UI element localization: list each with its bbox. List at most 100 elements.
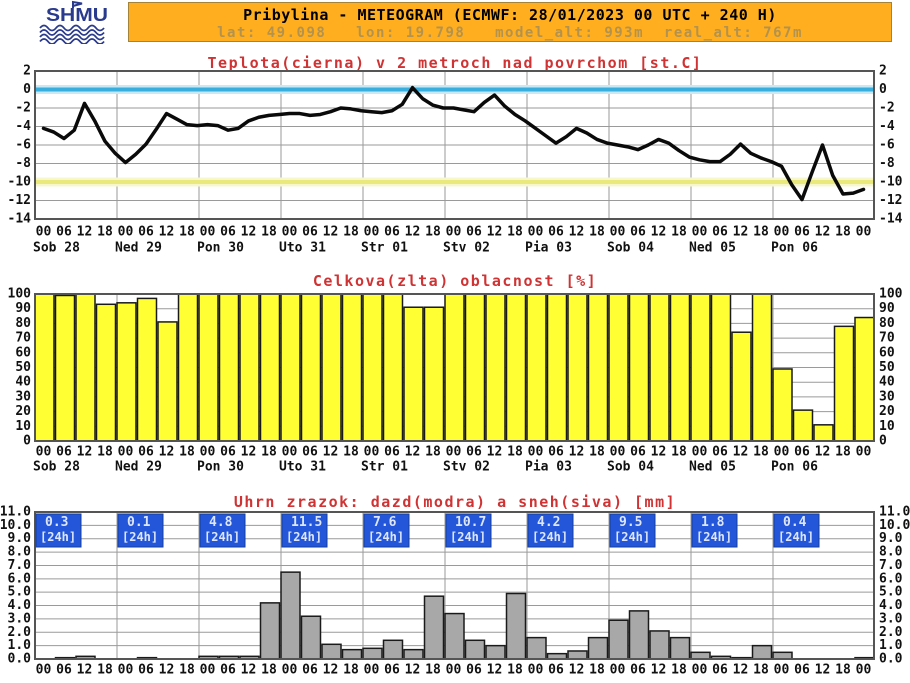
- bar: [628, 293, 650, 442]
- svg-text:18: 18: [179, 225, 195, 240]
- svg-text:18: 18: [835, 445, 851, 460]
- bar: [444, 293, 465, 442]
- bar: [731, 331, 752, 442]
- svg-text:12: 12: [651, 225, 667, 240]
- svg-text:06: 06: [56, 225, 72, 240]
- x-axis-day-labels: Sob 28 Ned 29 Pon 30 Uto 31 Str 01 Stv 02 Pia …: [33, 460, 818, 475]
- svg-text:5.0: 5.0: [879, 585, 903, 600]
- logo-wordmark: SHMU: [46, 5, 108, 25]
- svg-text:18: 18: [835, 225, 851, 240]
- svg-text:Ned 29: Ned 29: [115, 460, 162, 475]
- svg-text:1.0: 1.0: [879, 638, 903, 653]
- svg-text:10: 10: [879, 419, 895, 434]
- svg-text:18: 18: [671, 225, 687, 240]
- svg-text:06: 06: [794, 663, 810, 678]
- bar: [505, 293, 527, 442]
- bar: [772, 368, 793, 442]
- svg-text:Ned 05: Ned 05: [689, 460, 736, 475]
- svg-text:18: 18: [343, 445, 359, 460]
- svg-text:0: 0: [879, 434, 887, 449]
- x-axis-time-labels: 00 06 12 18 00 06 12 18 00 06 12 18 00 06 12 18 00 06 12 18…: [36, 445, 872, 460]
- svg-text:12: 12: [241, 225, 257, 240]
- y-axis-labels: 2 2 0 0 -2 -2 -4 -4 -6 -6 -8 -8 -10 -10 -12 -12 -14 -14: [8, 64, 903, 227]
- precipitation-chart-title: Uhrn zrazok: dazd(modra) a sneh(siva) [m…: [233, 493, 677, 511]
- bar: [587, 636, 609, 660]
- svg-text:40: 40: [879, 375, 895, 390]
- x-axis-day-labels: Sob 28 Ned 29 Pon 30 Uto 31 Str 01 Stv 02 Pia …: [33, 241, 818, 256]
- svg-text:10.0: 10.0: [0, 518, 31, 533]
- header-title-box: Pribylina - METEOGRAM (ECMWF: 28/01/2023…: [128, 2, 892, 42]
- daily-total-box: [199, 513, 246, 548]
- bar: [567, 293, 588, 442]
- svg-text:00: 00: [528, 445, 544, 460]
- daily-total-label: [24h]: [286, 530, 322, 544]
- daily-total-label: [24h]: [614, 530, 650, 544]
- bar: [54, 294, 76, 442]
- svg-text:00: 00: [446, 225, 462, 240]
- bar: [751, 644, 773, 660]
- svg-text:18: 18: [261, 663, 277, 678]
- bar: [239, 293, 260, 442]
- svg-text:00: 00: [528, 663, 544, 678]
- svg-text:3.0: 3.0: [879, 611, 903, 626]
- svg-text:12: 12: [323, 445, 339, 460]
- svg-text:00: 00: [856, 663, 872, 678]
- svg-text:11.0: 11.0: [879, 505, 910, 520]
- bar: [526, 636, 547, 660]
- shmu-logo-graphic: SHMU: [39, 0, 108, 45]
- svg-text:18: 18: [507, 445, 523, 460]
- svg-text:Pon 30: Pon 30: [197, 460, 244, 475]
- svg-text:12: 12: [569, 225, 585, 240]
- svg-text:06: 06: [466, 225, 482, 240]
- svg-text:12: 12: [323, 663, 339, 678]
- daily-total-label: [24h]: [778, 530, 814, 544]
- svg-text:18: 18: [343, 663, 359, 678]
- temperature-plot: 2 20 0-2 -2-4 -4-6 -6-8 -8-10 -10-12 -12-14 -1400…: [8, 64, 903, 256]
- bar: [280, 571, 301, 660]
- bar: [854, 316, 875, 442]
- svg-text:50: 50: [15, 360, 31, 375]
- bar: [690, 293, 711, 442]
- y-axis-labels: 11.0 11.010.0 10.09.0 9.08.0 8.07.0 7.06.0 6.0…: [0, 505, 910, 667]
- svg-text:00: 00: [36, 663, 52, 678]
- svg-text:2: 2: [23, 64, 31, 79]
- header-subtitle: lat: 49.098 lon: 19.798 model_alt: 993m …: [217, 25, 803, 41]
- bar: [608, 619, 629, 660]
- svg-text:00: 00: [282, 225, 298, 240]
- daily-total-value: 0.3: [45, 515, 68, 530]
- svg-text:12: 12: [569, 663, 585, 678]
- svg-text:00: 00: [528, 225, 544, 240]
- bar: [423, 306, 445, 442]
- svg-text:00: 00: [610, 445, 626, 460]
- bar: [218, 293, 240, 442]
- svg-text:00: 00: [692, 225, 708, 240]
- bar: [341, 293, 363, 442]
- svg-text:12: 12: [733, 445, 749, 460]
- svg-text:18: 18: [835, 663, 851, 678]
- svg-text:0.0: 0.0: [8, 652, 32, 667]
- precipitation-plot: 11.0 11.010.0 10.09.0 9.08.0 8.07.0 7.06.0 6.0…: [0, 505, 910, 678]
- daily-total-box: [609, 513, 656, 548]
- svg-text:06: 06: [712, 445, 728, 460]
- svg-text:18: 18: [343, 225, 359, 240]
- daily-total-box: [527, 513, 574, 548]
- svg-text:2.0: 2.0: [879, 625, 903, 640]
- svg-text:18: 18: [97, 225, 113, 240]
- daily-total-value: 10.7: [455, 515, 486, 530]
- svg-text:00: 00: [36, 225, 52, 240]
- svg-text:00: 00: [118, 445, 134, 460]
- svg-text:06: 06: [712, 663, 728, 678]
- svg-text:18: 18: [261, 225, 277, 240]
- svg-text:06: 06: [794, 445, 810, 460]
- svg-text:9.0: 9.0: [8, 531, 32, 546]
- svg-text:00: 00: [282, 663, 298, 678]
- svg-text:18: 18: [179, 663, 195, 678]
- svg-text:12: 12: [405, 225, 421, 240]
- shmu-logo: SHMU: [34, 0, 120, 45]
- svg-text:Pon 06: Pon 06: [771, 241, 818, 256]
- svg-text:18: 18: [753, 445, 769, 460]
- svg-text:00: 00: [118, 663, 134, 678]
- svg-text:Str 01: Str 01: [361, 241, 408, 256]
- bar: [526, 293, 547, 442]
- svg-text:06: 06: [220, 225, 236, 240]
